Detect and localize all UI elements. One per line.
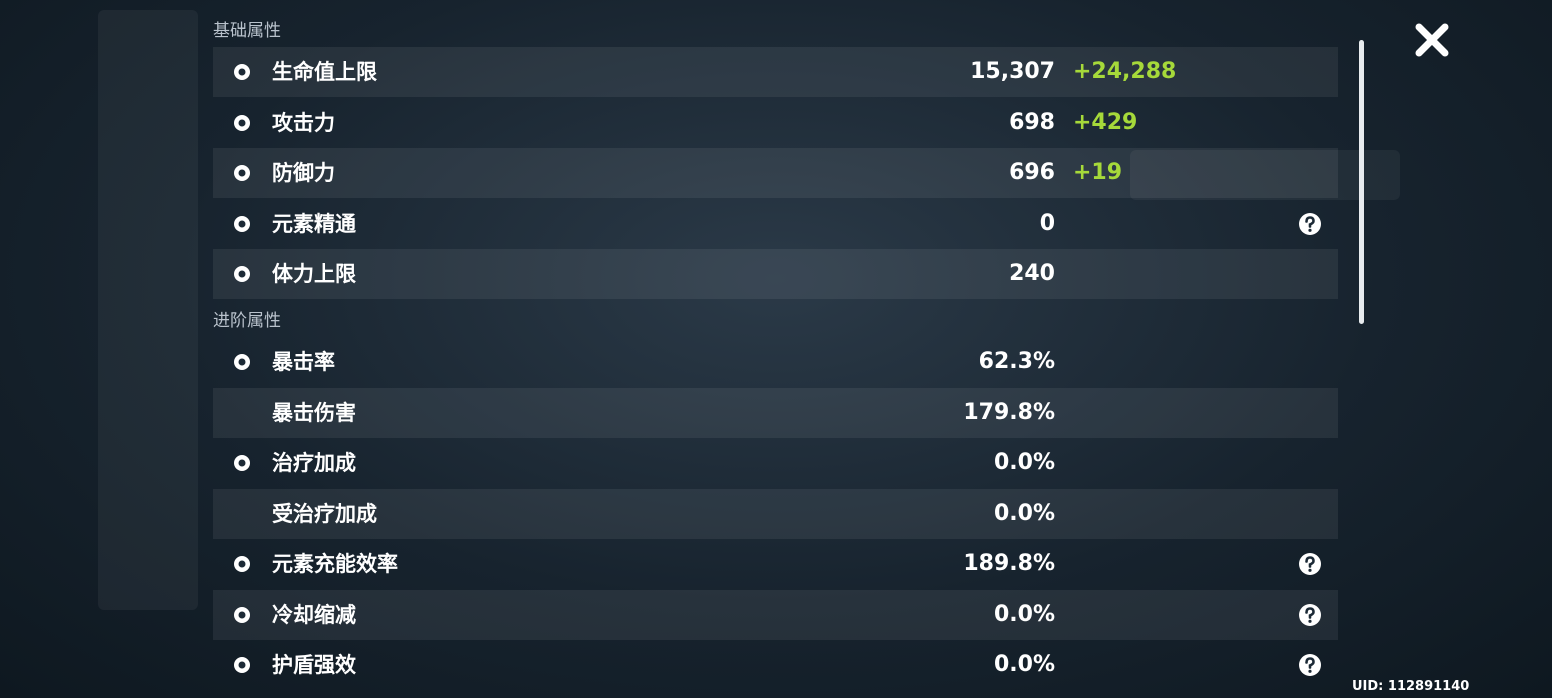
stat-name: 治疗加成: [272, 451, 356, 475]
stat-row: 元素精通 0: [213, 199, 1338, 249]
stat-value: 0: [1039, 210, 1055, 236]
stat-name: 攻击力: [272, 110, 335, 135]
stat-row: 治疗加成 0.0%: [213, 438, 1338, 488]
scrollbar[interactable]: [1359, 40, 1364, 324]
help-button[interactable]: [1298, 653, 1322, 681]
stat-row: 暴击伤害 179.8%: [213, 387, 1338, 438]
stat-name: 体力上限: [272, 262, 356, 286]
stat-bonus: +429: [1073, 109, 1138, 135]
stat-value: 696: [1009, 160, 1055, 185]
stat-icon: [231, 112, 253, 138]
stat-value: 240: [1009, 261, 1055, 286]
background-panel: [98, 10, 198, 610]
stat-icon: [231, 263, 253, 289]
help-button[interactable]: [1298, 552, 1322, 580]
stat-row: 生命值上限 15,307 +24,288: [213, 47, 1338, 97]
section-title: 进阶属性: [213, 311, 281, 331]
stat-name: 暴击率: [272, 350, 335, 374]
stat-name: 生命值上限: [272, 60, 377, 84]
background-panel: [1130, 150, 1400, 200]
stat-icon: [231, 162, 253, 188]
stat-icon: [231, 654, 253, 680]
help-button[interactable]: [1298, 603, 1322, 631]
stat-icon: [231, 604, 253, 630]
stat-row: 防御力 696 +19: [213, 148, 1338, 198]
stat-bonus: +19: [1073, 160, 1123, 185]
close-button[interactable]: [1414, 22, 1450, 58]
section-title: 基础属性: [213, 21, 281, 41]
stat-icon: [231, 61, 253, 87]
stat-icon: [231, 213, 253, 239]
stat-value: 0.0%: [993, 601, 1055, 627]
stat-value: 179.8%: [963, 399, 1055, 425]
stat-value: 0.0%: [993, 450, 1055, 475]
stat-icon: [231, 553, 253, 579]
stat-name: 防御力: [272, 161, 335, 185]
stat-row: 体力上限 240: [213, 249, 1338, 299]
stat-value: 189.8%: [963, 551, 1055, 576]
stat-name: 受治疗加成: [272, 501, 377, 526]
stat-value: 62.3%: [978, 349, 1055, 374]
help-button[interactable]: [1298, 212, 1322, 240]
stat-value: 698: [1009, 109, 1055, 135]
stat-value: 0.0%: [993, 500, 1055, 526]
stat-value: 15,307: [970, 59, 1055, 84]
stat-name: 元素充能效率: [272, 552, 398, 576]
uid: UID: 112891140: [1352, 679, 1470, 694]
stat-icon: [231, 351, 253, 377]
stat-name: 暴击伤害: [272, 400, 356, 425]
stat-icon: [231, 452, 253, 478]
stat-row: 受治疗加成 0.0%: [213, 488, 1338, 539]
stat-name: 冷却缩减: [272, 602, 356, 627]
stat-value: 0.0%: [993, 652, 1055, 677]
stat-row: 护盾强效 0.0%: [213, 640, 1338, 690]
stat-row: 元素充能效率 189.8%: [213, 539, 1338, 589]
stat-name: 护盾强效: [272, 653, 356, 677]
stat-row: 暴击率 62.3%: [213, 337, 1338, 387]
stat-row: 冷却缩减 0.0%: [213, 589, 1338, 640]
stat-row: 攻击力 698 +429: [213, 98, 1338, 148]
stat-name: 元素精通: [272, 211, 356, 236]
stat-bonus: +24,288: [1073, 59, 1177, 84]
